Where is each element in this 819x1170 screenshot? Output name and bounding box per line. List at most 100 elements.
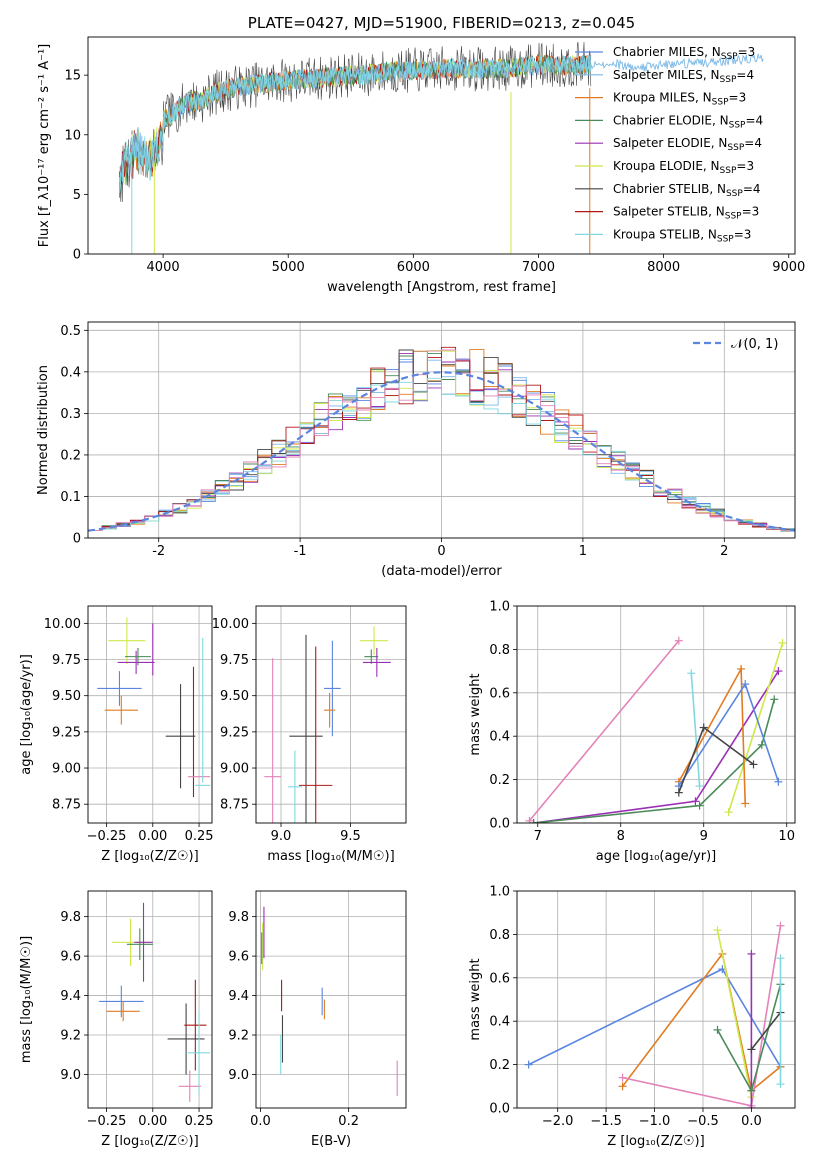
legend-entry: Kroupa ELODIE, NSSP=3 bbox=[575, 159, 754, 176]
x-tick-label: 0.00 bbox=[138, 829, 167, 844]
legend-entry: Salpeter STELIB, NSSP=3 bbox=[575, 205, 759, 222]
y-tick-label: 0.2 bbox=[489, 1058, 510, 1073]
axes-frame bbox=[255, 605, 407, 824]
legend-entry: Kroupa MILES, NSSP=3 bbox=[575, 91, 746, 108]
weight-line bbox=[690, 673, 701, 787]
x-axis-label: age [log₁₀(age/yr)] bbox=[596, 849, 717, 864]
panel-mass-weight-vs-Z: −2.0 −1.5 −1.0 −0.5 0.0 0.0 0.2 0.4 0.6 0.8 1.0 Z [… bbox=[468, 885, 796, 1149]
x-tick-label: 8000 bbox=[647, 260, 680, 275]
y-tick-label: 9.8 bbox=[60, 910, 81, 925]
y-tick-label: 0.8 bbox=[489, 928, 510, 943]
weight-line bbox=[716, 929, 753, 1098]
x-tick-label: −1.0 bbox=[639, 1114, 671, 1129]
plot-area bbox=[517, 891, 795, 1108]
x-tick-label: 8 bbox=[617, 829, 625, 844]
y-tick-label: 0.1 bbox=[60, 490, 81, 505]
x-axis-label: E(B-V) bbox=[311, 1134, 351, 1149]
plot-area bbox=[88, 891, 212, 1108]
histogram-series bbox=[88, 349, 795, 531]
x-axis-label: Z [log₁₀(Z/Z☉)] bbox=[101, 1134, 198, 1149]
x-tick-label: 7 bbox=[534, 829, 542, 844]
axes-frame bbox=[516, 890, 796, 1109]
axes-frame bbox=[516, 605, 796, 824]
legend-entry: Chabrier ELODIE, NSSP=4 bbox=[575, 113, 763, 130]
y-tick-label: 0.2 bbox=[60, 448, 81, 463]
plot-area bbox=[88, 606, 212, 823]
y-tick-label: 10 bbox=[64, 128, 81, 143]
y-tick-label: 8.75 bbox=[220, 798, 249, 813]
y-tick-label: 9.4 bbox=[228, 989, 249, 1004]
y-tick-label: 9.25 bbox=[52, 725, 81, 740]
legend-label: Chabrier STELIB, NSSP=4 bbox=[613, 182, 761, 199]
plot-area bbox=[118, 42, 764, 254]
x-tick-label: 9000 bbox=[772, 260, 805, 275]
x-tick-label: 0.0 bbox=[741, 1114, 762, 1129]
spectrum-line-kroupa-stelib bbox=[118, 54, 592, 193]
x-tick-label: 9 bbox=[700, 829, 708, 844]
y-axis-label: mass weight bbox=[468, 958, 483, 1040]
x-tick-label: 9.0 bbox=[271, 829, 292, 844]
y-tick-label: 9.2 bbox=[60, 1029, 81, 1044]
normal-curve bbox=[88, 371, 795, 532]
y-tick-label: 15 bbox=[64, 69, 81, 84]
plot-area bbox=[256, 606, 406, 823]
panel-mass-weight-vs-age: 7 8 9 10 0.0 0.2 0.4 0.6 0.8 1.0 age [log₁₀(age/yr… bbox=[468, 600, 796, 864]
y-tick-label: 9.4 bbox=[60, 989, 81, 1004]
x-axis-label: Z [log₁₀(Z/Z☉)] bbox=[101, 849, 198, 864]
weight-line bbox=[533, 699, 776, 823]
y-tick-label: 0.2 bbox=[489, 773, 510, 788]
x-tick-label: 0.25 bbox=[185, 1114, 214, 1129]
x-tick-label: 4000 bbox=[147, 260, 180, 275]
panel-residuals: -2 -1 0 1 2 0 0.1 0.2 0.3 0.4 0.5 (data-model)/erro… bbox=[36, 321, 796, 579]
legend-entry: Chabrier MILES, NSSP=3 bbox=[575, 45, 755, 62]
x-tick-label: 0.0 bbox=[250, 1114, 271, 1129]
x-axis-label: wavelength [Angstrom, rest frame] bbox=[327, 280, 556, 295]
y-tick-label: 9.50 bbox=[52, 689, 81, 704]
legend-entry: Salpeter ELODIE, NSSP=4 bbox=[575, 136, 762, 153]
plot-area bbox=[256, 891, 406, 1108]
y-tick-label: 10.00 bbox=[44, 617, 81, 632]
y-axis-label: mass [log₁₀(M/M☉)] bbox=[19, 936, 34, 1063]
panel-age-vs-mass: 9.0 9.5 8.75 9.00 9.25 9.50 9.75 10.00 mass [log… bbox=[212, 605, 407, 864]
weight-line bbox=[528, 640, 680, 822]
legend-label: Chabrier MILES, NSSP=3 bbox=[613, 45, 755, 62]
legend-label: Kroupa MILES, NSSP=3 bbox=[613, 91, 746, 108]
x-tick-label: −0.25 bbox=[87, 829, 127, 844]
legend-label: Salpeter STELIB, NSSP=3 bbox=[613, 205, 759, 222]
y-tick-label: 0.6 bbox=[489, 971, 510, 986]
histogram-series bbox=[88, 349, 795, 531]
y-tick-label: 0.6 bbox=[489, 686, 510, 701]
y-tick-label: 9.25 bbox=[220, 725, 249, 740]
y-axis-label: mass weight bbox=[468, 673, 483, 755]
x-tick-label: −2.0 bbox=[542, 1114, 574, 1129]
legend-label: Salpeter ELODIE, NSSP=4 bbox=[613, 136, 762, 153]
y-axis-label: age [log₁₀(age/yr)] bbox=[19, 654, 34, 775]
y-tick-label: 9.6 bbox=[60, 950, 81, 965]
legend-entry: Chabrier STELIB, NSSP=4 bbox=[575, 182, 761, 199]
axes-frame bbox=[87, 36, 796, 255]
y-tick-label: 9.75 bbox=[220, 653, 249, 668]
y-tick-label: 5 bbox=[73, 188, 81, 203]
legend-entry: Kroupa STELIB, NSSP=3 bbox=[575, 227, 751, 244]
y-tick-label: 0.3 bbox=[60, 407, 81, 422]
weight-line bbox=[727, 642, 784, 813]
y-axis-label: Flux [f_λ10⁻¹⁷ erg cm⁻² s⁻¹ A⁻¹] bbox=[37, 44, 52, 248]
x-tick-label: 6000 bbox=[397, 260, 430, 275]
y-tick-label: 0.4 bbox=[60, 365, 81, 380]
panel-mass-vs-Z: −0.25 0.00 0.25 9.0 9.2 9.4 9.6 9.8 Z [log₁₀(Z/Z… bbox=[19, 890, 214, 1149]
x-tick-label: 2 bbox=[720, 544, 728, 559]
x-tick-label: −0.25 bbox=[87, 1114, 127, 1129]
x-tick-label: 0.00 bbox=[138, 1114, 167, 1129]
x-tick-label: 0.25 bbox=[185, 829, 214, 844]
x-tick-label: -2 bbox=[152, 544, 165, 559]
axes-frame bbox=[87, 605, 213, 824]
y-tick-label: 0 bbox=[73, 532, 81, 547]
weight-line bbox=[622, 925, 782, 1107]
y-tick-label: 0.0 bbox=[489, 1102, 510, 1117]
plot-area bbox=[517, 606, 795, 823]
panel-mass-vs-EBV: 0.0 0.2 9.0 9.2 9.4 9.6 9.8 E(B-V) bbox=[228, 890, 407, 1149]
x-axis-label: mass [log₁₀(M/M☉)] bbox=[267, 849, 394, 864]
legend-entry: Salpeter MILES, NSSP=4 bbox=[575, 68, 754, 85]
y-tick-label: 0.4 bbox=[489, 730, 510, 745]
legend-label: 𝒩(0, 1) bbox=[731, 337, 778, 352]
